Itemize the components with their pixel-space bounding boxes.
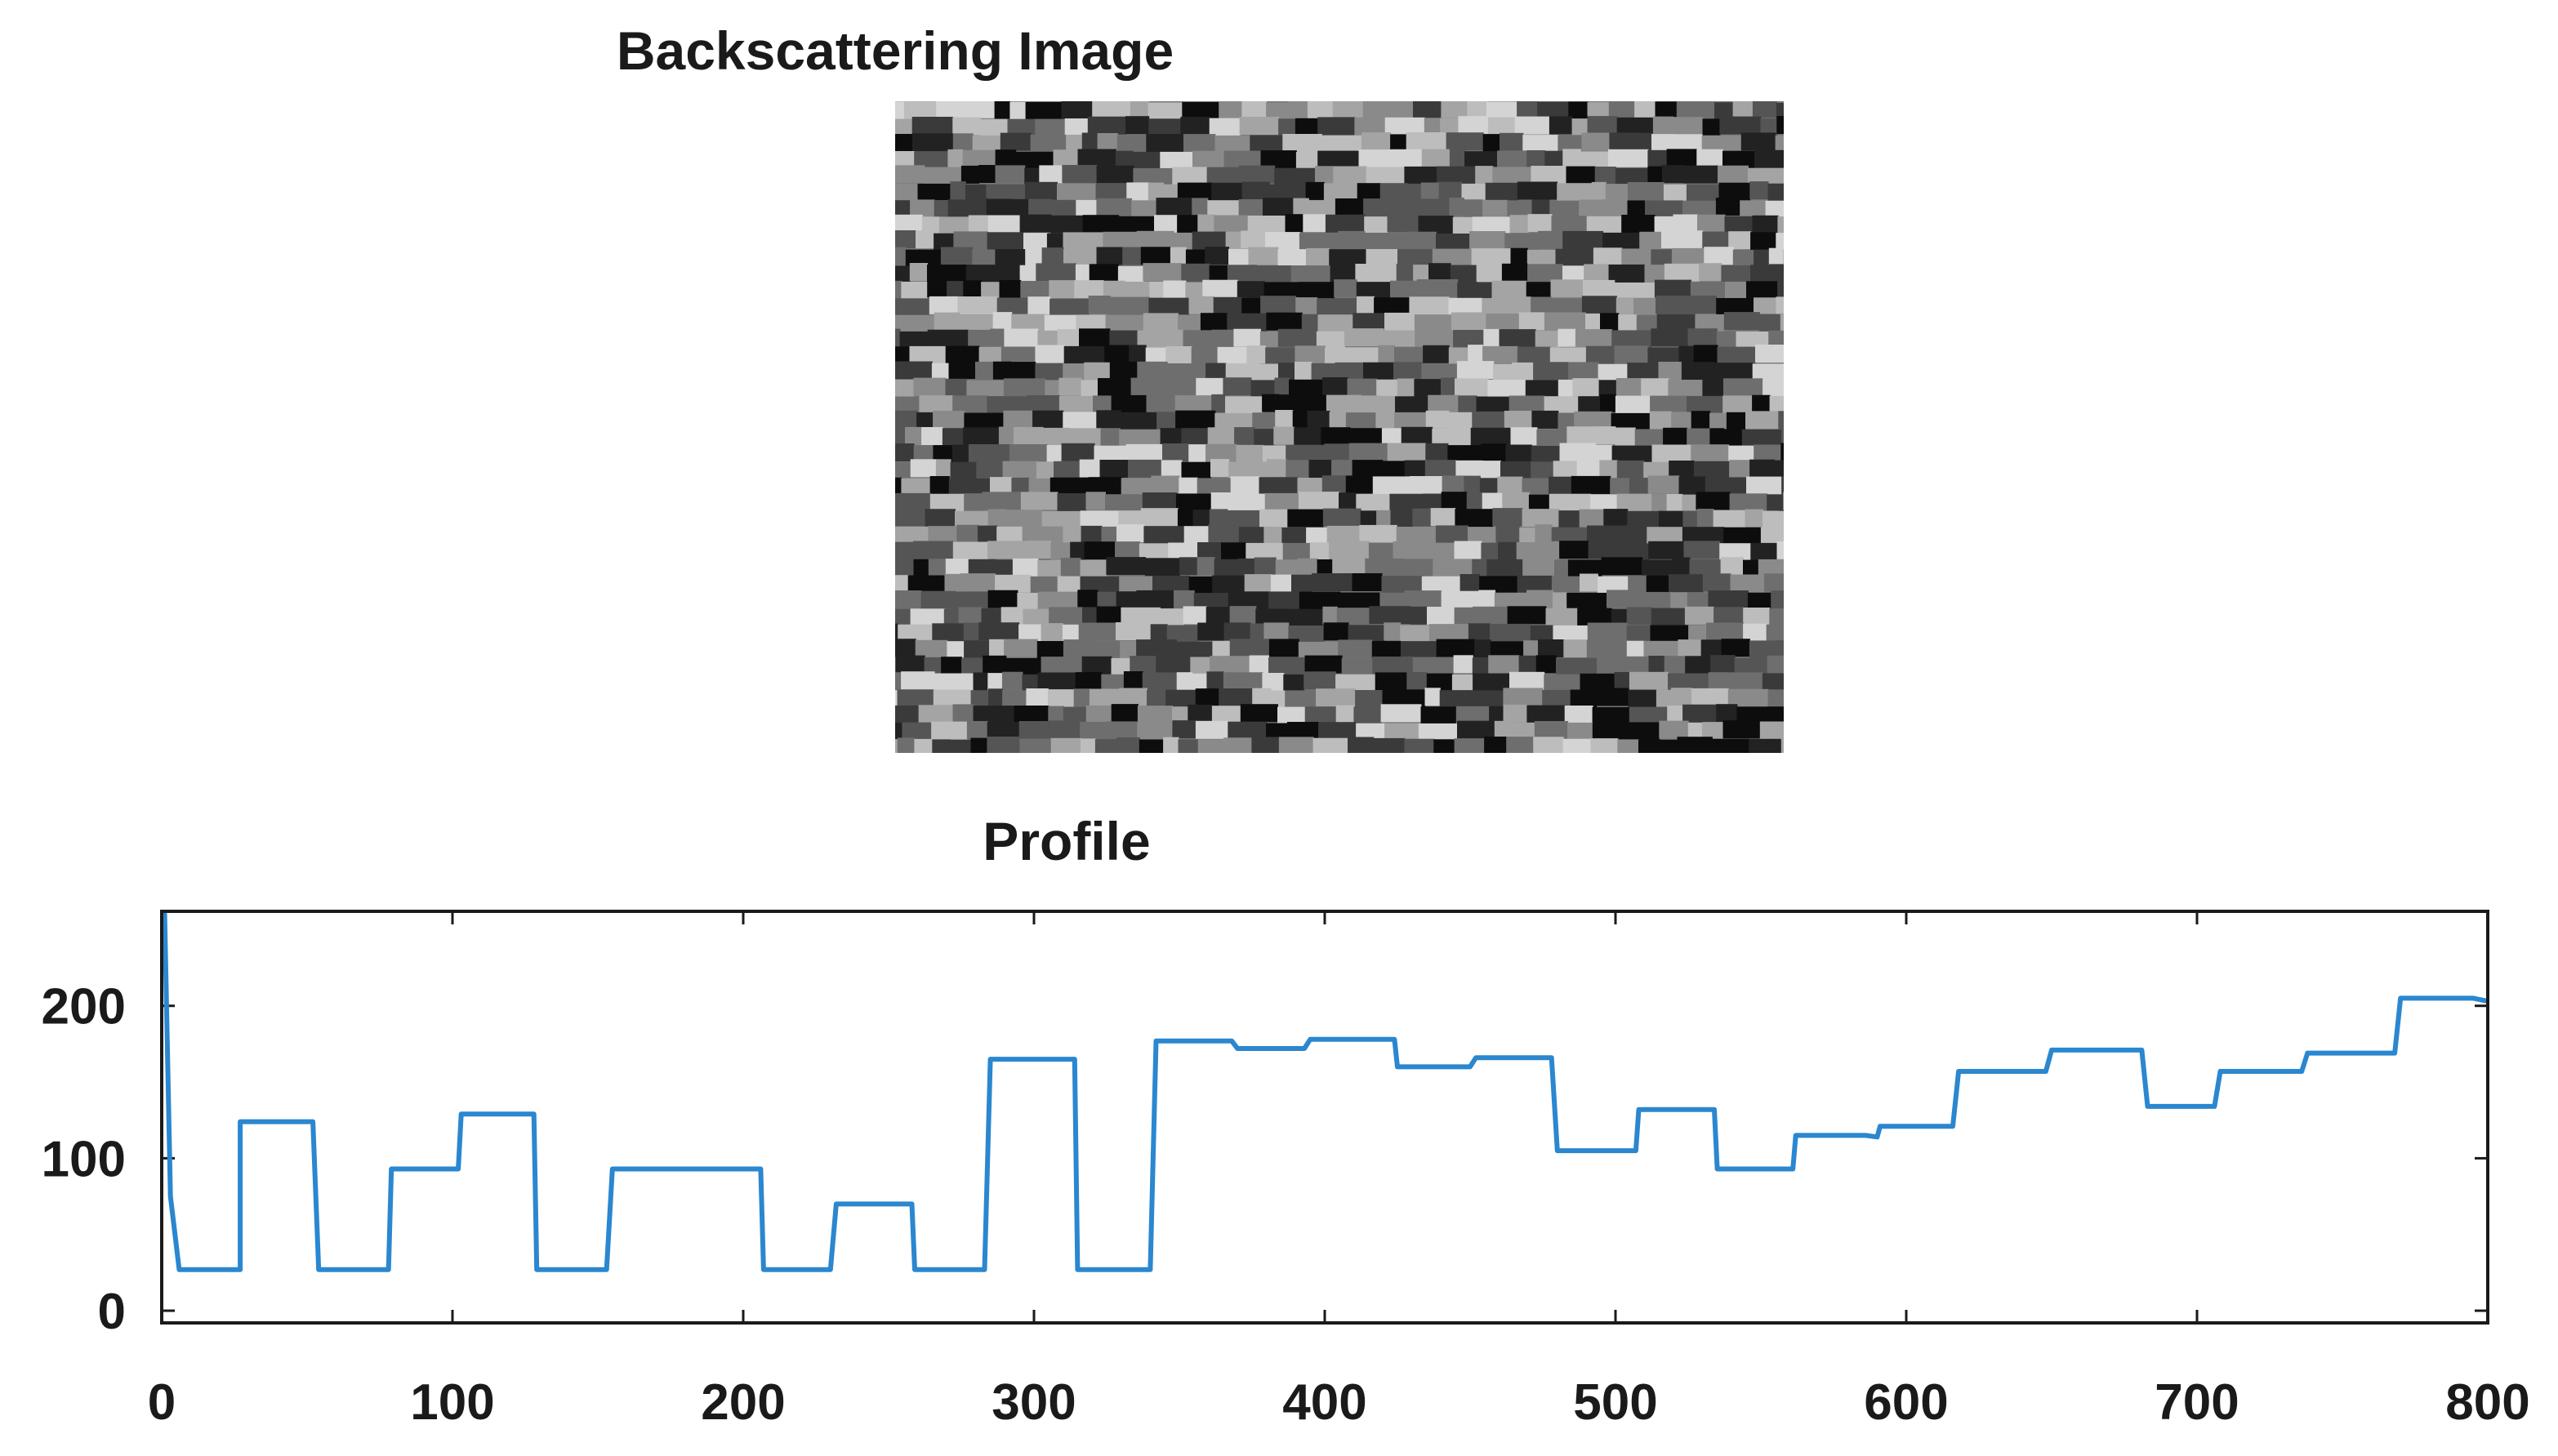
x-tick-label: 300 — [992, 1374, 1076, 1431]
tick-labels: 0 100 200 300 400 500 600 700 800 0 100 200 — [42, 979, 2530, 1431]
tick-marks — [160, 911, 2489, 1323]
x-tick-label: 0 — [148, 1374, 176, 1431]
x-tick-label: 600 — [1864, 1374, 1948, 1431]
image-title: Backscattering Image — [616, 20, 1174, 81]
x-tick-label: 200 — [701, 1374, 785, 1431]
x-tick-label: 100 — [410, 1374, 494, 1431]
plot-frame — [160, 910, 2489, 1325]
y-tick-label: 200 — [42, 979, 126, 1035]
profile-line — [159, 909, 2489, 1272]
chart-title: Profile — [983, 811, 1151, 871]
y-tick-label: 0 — [98, 1284, 126, 1340]
x-tick-label: 500 — [1573, 1374, 1657, 1431]
x-tick-label: 800 — [2445, 1374, 2529, 1431]
x-tick-label: 400 — [1282, 1374, 1366, 1431]
x-tick-label: 700 — [2155, 1374, 2239, 1431]
backscattering-image — [895, 101, 1784, 753]
y-tick-label: 100 — [42, 1131, 126, 1187]
